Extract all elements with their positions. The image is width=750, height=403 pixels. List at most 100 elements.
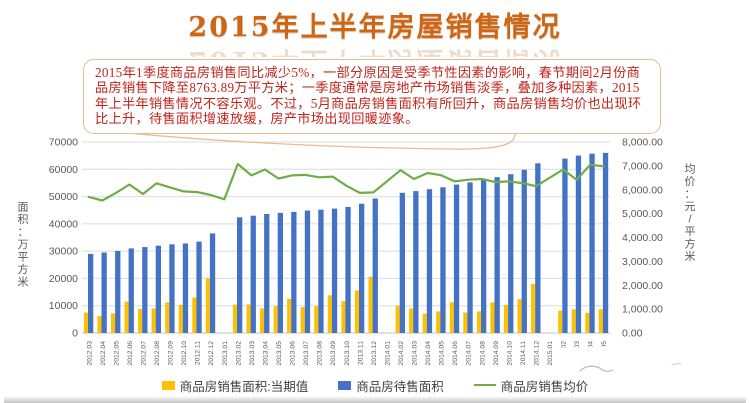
bar-unsold-area-2012.05	[115, 250, 121, 333]
legend-swatch-green-line-icon	[473, 383, 496, 387]
x-axis-label: 2014.02	[398, 341, 405, 366]
bar-sales-area-2013.08	[314, 306, 319, 333]
x-axis-label: 2012.07	[140, 341, 147, 366]
annotation-text: 2015年1季度商品房销售同比减少5%，一部分原因是受季节性因素的影响，春节期间…	[95, 65, 642, 127]
right-axis-title: 元	[685, 201, 696, 213]
bar-unsold-area-2013.05	[277, 212, 283, 333]
right-axis-title: 均	[685, 162, 696, 175]
x-axis-label: 2015.03	[574, 341, 581, 366]
bar-sales-area-2012.04	[97, 316, 102, 333]
x-axis-label: 2014.07	[466, 341, 473, 366]
bar-unsold-area-2014.10	[508, 174, 514, 333]
bar-unsold-area-2012.04	[101, 252, 107, 333]
bar-sales-area-2015.02	[558, 310, 563, 333]
bar-sales-area-2014.08	[476, 311, 481, 333]
annotation-box: 2015年1季度商品房销售同比减少5%，一部分原因是受季节性因素的影响，春节期间…	[83, 59, 661, 134]
x-axis-label: 2014.05	[439, 341, 446, 366]
bar-sales-area-2012.10	[178, 304, 183, 333]
x-axis-label: 2012.04	[100, 341, 107, 366]
x-axis-label: 2013.05	[276, 341, 283, 366]
bar-sales-area-2014.11	[517, 299, 522, 333]
left-axis-tick: 30000	[49, 246, 78, 258]
bar-unsold-area-2012.06	[128, 248, 134, 333]
bar-sales-area-2012.03	[83, 312, 88, 333]
bar-sales-area-2012.07	[138, 309, 143, 333]
x-axis-label: 2014.06	[452, 341, 459, 366]
left-axis-tick: 60000	[49, 164, 78, 176]
left-axis-title: 平	[18, 252, 29, 264]
x-axis-label: 2013.04	[262, 341, 269, 366]
page-title: 2015年上半年房屋销售情况	[188, 12, 562, 43]
x-axis-label: 2013.07	[303, 341, 310, 366]
bar-sales-area-2013.03	[246, 304, 251, 333]
bar-unsold-area-2015.05	[602, 152, 609, 333]
x-axis-label: 2013.01	[222, 341, 229, 366]
x-axis-label: 2012.11	[195, 341, 202, 365]
x-axis-label: 2015.04	[588, 341, 595, 366]
bar-unsold-area-2014.04	[426, 189, 433, 333]
bar-sales-area-2015.03	[571, 309, 576, 333]
bar-unsold-area-2013.11	[359, 203, 365, 333]
right-axis-title: 平	[685, 226, 696, 238]
bar-unsold-area-2012.12	[209, 233, 216, 333]
x-axis-label: 2014.01	[384, 341, 391, 366]
bar-sales-area-2013.04	[260, 308, 265, 333]
bar-sales-area-2013.02	[232, 304, 237, 333]
right-axis-tick: 3,000.00	[622, 256, 663, 268]
bar-sales-area-2012.06	[124, 301, 129, 333]
x-axis-label: 2012.08	[154, 341, 161, 366]
bar-unsold-area-2012.08	[155, 245, 161, 333]
bar-unsold-area-2015.02	[562, 158, 568, 333]
right-axis-tick: 0.00	[622, 328, 643, 340]
bar-sales-area-2013.10	[341, 301, 346, 333]
x-axis-label: 2012.05	[113, 341, 120, 366]
x-axis-label: 2013.03	[249, 341, 256, 366]
bar-unsold-area-2014.07	[467, 182, 473, 333]
x-axis-label: 2013.02	[235, 341, 242, 366]
legend-item-avg-price: 商品房销售均价	[473, 376, 589, 395]
legend-item-sales-area: 商品房销售面积:当期值	[161, 376, 309, 395]
bar-unsold-area-2014.09	[494, 177, 500, 333]
legend-label-avg-price: 商品房销售均价	[500, 379, 589, 394]
x-axis-label: 2014.09	[493, 341, 500, 366]
bar-unsold-area-2013.08	[318, 209, 324, 333]
x-axis-label: 2013.10	[344, 341, 351, 366]
bar-sales-area-2013.06	[287, 298, 292, 333]
bar-sales-area-2013.09	[327, 295, 332, 333]
x-axis-label: 2015.02	[561, 341, 568, 366]
left-axis-tick: 20000	[49, 273, 78, 285]
x-axis-label: 2013.06	[290, 341, 297, 366]
right-axis-title: 方	[685, 236, 696, 250]
legend-label-sales-area: 商品房销售面积:当期值	[179, 379, 309, 394]
x-axis-label: 2012.09	[168, 341, 175, 366]
x-axis-label: 2015.05	[601, 341, 608, 366]
right-axis-tick: 2,000.00	[622, 280, 663, 292]
bar-sales-area-2012.12	[205, 278, 210, 333]
x-axis-label: 2012.10	[181, 341, 188, 366]
bar-unsold-area-2013.02	[237, 217, 243, 333]
x-axis-label: 2014.12	[533, 341, 540, 366]
bar-sales-area-2012.11	[192, 297, 197, 333]
x-axis-label: 2013.11	[357, 341, 364, 365]
left-axis-title: 万	[18, 239, 29, 251]
bar-unsold-area-2012.07	[142, 247, 148, 333]
bar-unsold-area-2014.08	[481, 179, 487, 333]
bar-sales-area-2014.09	[490, 302, 495, 333]
bar-unsold-area-2014.02	[399, 192, 405, 333]
left-axis-title: 米	[18, 276, 29, 289]
bar-unsold-area-2014.05	[440, 187, 446, 333]
right-axis-tick: 8,000.00	[622, 137, 663, 149]
bar-sales-area-2015.05	[598, 309, 603, 333]
bar-unsold-area-2012.03	[88, 253, 94, 333]
bar-unsold-area-2014.12	[535, 163, 541, 333]
x-axis-label: 2012.03	[86, 341, 93, 366]
x-axis-label: 2014.03	[412, 341, 419, 366]
bar-sales-area-2014.04	[422, 313, 427, 333]
bar-unsold-area-2013.10	[345, 206, 351, 333]
avg-price-line	[87, 162, 605, 202]
left-axis-tick: 10000	[49, 300, 78, 312]
bar-unsold-area-2014.11	[521, 169, 527, 333]
legend-swatch-blue-icon	[338, 380, 352, 390]
bar-sales-area-2012.09	[165, 302, 170, 333]
